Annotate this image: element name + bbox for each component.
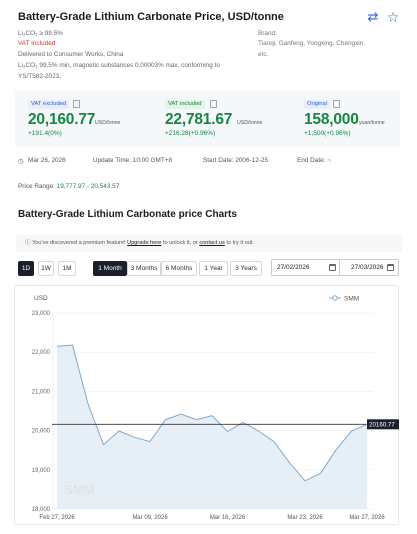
range-3months-button[interactable]: 3 Months: [127, 261, 161, 276]
brand-values-cont: etc.: [258, 51, 269, 58]
y-axis-label: USD: [34, 295, 48, 302]
y-tick-label: 22,000: [32, 350, 51, 356]
brand-values: Tianqi, Ganfeng, Yongxing, Chengxin,: [258, 40, 366, 47]
price-vat-included: 22,781.67: [165, 111, 233, 128]
brand-label: Brand:: [258, 30, 277, 37]
legend-label: SMM: [344, 296, 359, 303]
chart-legend: SMM: [329, 295, 359, 303]
section-title: Battery-Grade Lithium Carbonate price Ch…: [18, 209, 237, 220]
x-tick-label: Feb 27, 2026: [39, 515, 75, 521]
price-unit: USD/tonne: [95, 120, 121, 126]
spec-standard: Li₂CO₃ 99.5% min, magnetic substances 0.…: [18, 62, 220, 69]
current-price-label: 20160.77: [369, 421, 395, 428]
y-tick-label: 18,000: [32, 507, 51, 513]
spec-standard-cont: YS/T582-2023,: [18, 73, 61, 80]
interval-1d-button[interactable]: 1D: [18, 261, 34, 276]
original-tag: Original: [304, 100, 330, 109]
price-vat-excluded: 20,160.77: [28, 111, 96, 128]
date-from-value: 27/02/2026: [277, 264, 310, 271]
vat-included-tag: VAT included: [165, 100, 205, 109]
premium-notice: ⓘ You've discovered a premium feature! U…: [16, 235, 402, 252]
x-tick-label: Mar 27, 2026: [349, 515, 385, 521]
range-3years-button[interactable]: 3 Years: [230, 261, 262, 276]
x-tick-label: Mar 09, 2026: [132, 515, 168, 521]
price-panel: VAT excluded 20,160.77 USD/tonne +191.4(…: [15, 91, 400, 147]
series-area: [57, 345, 367, 509]
series-line: [56, 344, 368, 482]
legend-marker: [332, 295, 338, 301]
swap-arrows-icon[interactable]: ⇄: [367, 9, 379, 24]
spec-vat: VAT Included: [18, 40, 56, 47]
calendar-icon: [387, 264, 394, 271]
range-6months-button[interactable]: 6 Months: [161, 261, 197, 276]
y-tick-label: 20,000: [32, 429, 51, 435]
interval-1w-button[interactable]: 1W: [38, 261, 54, 276]
range-1month-button[interactable]: 1 Month: [93, 261, 127, 276]
copy-icon[interactable]: [210, 100, 217, 108]
update-time: Update Time: 10:00 GMT+8: [93, 157, 173, 164]
price-unit: USD/tonne: [237, 120, 263, 126]
upgrade-link[interactable]: Upgrade here: [127, 240, 162, 246]
date-to-value: 27/03/2026: [351, 264, 384, 271]
y-tick-label: 19,000: [32, 468, 51, 474]
date-to-input[interactable]: 27/03/2026: [339, 259, 399, 276]
price-change: +191.4(0%): [28, 130, 62, 137]
spec-delivery: Delivered to Consumer Works, China: [18, 51, 124, 58]
price-range-label: Price Range:: [18, 183, 57, 190]
copy-icon[interactable]: [333, 100, 340, 108]
info-icon: ⓘ: [25, 240, 31, 246]
contact-link[interactable]: contact us: [199, 240, 225, 246]
end-date: End Date: ~: [297, 157, 331, 164]
vat-excluded-tag: VAT excluded: [28, 100, 70, 109]
page-title: Battery-Grade Lithium Carbonate Price, U…: [18, 11, 284, 23]
interval-1m-button[interactable]: 1M: [58, 261, 76, 276]
start-date: Start Date: 2006-12-25: [203, 157, 269, 164]
chart-frame: [14, 285, 399, 525]
spec-purity: Li₂CO₃ ≥ 99.5%: [18, 30, 63, 37]
star-outline-icon[interactable]: ☆: [386, 9, 400, 25]
clock-icon: ◷: [18, 158, 24, 165]
x-tick-label: Mar 23, 2026: [287, 515, 323, 521]
watermark-logo: SMM: [64, 482, 94, 497]
x-tick-label: Mar 16, 2026: [210, 515, 246, 521]
notice-prefix: You've discovered a premium feature!: [32, 240, 126, 246]
price-range: Price Range: 19,777.97 - 20,543.57: [18, 183, 119, 190]
price-original: 158,000: [304, 111, 359, 128]
range-1year-button[interactable]: 1 Year: [199, 261, 228, 276]
y-tick-label: 21,000: [32, 389, 51, 395]
notice-middle: to unlock it, or: [161, 240, 200, 246]
calendar-icon: [329, 264, 336, 271]
price-range-value: 19,777.97 - 20,543.57: [56, 183, 120, 190]
y-tick-label: 23,000: [32, 311, 51, 317]
price-date: Mar 26, 2026: [28, 157, 66, 164]
current-price-badge: [367, 419, 399, 430]
price-change: +216.28(+0.96%): [165, 130, 216, 137]
notice-suffix: to try it out.: [224, 240, 255, 246]
copy-icon[interactable]: [73, 100, 80, 108]
price-change: +1,500(+0.96%): [304, 130, 351, 137]
price-unit: yuan/tonne: [359, 120, 385, 126]
